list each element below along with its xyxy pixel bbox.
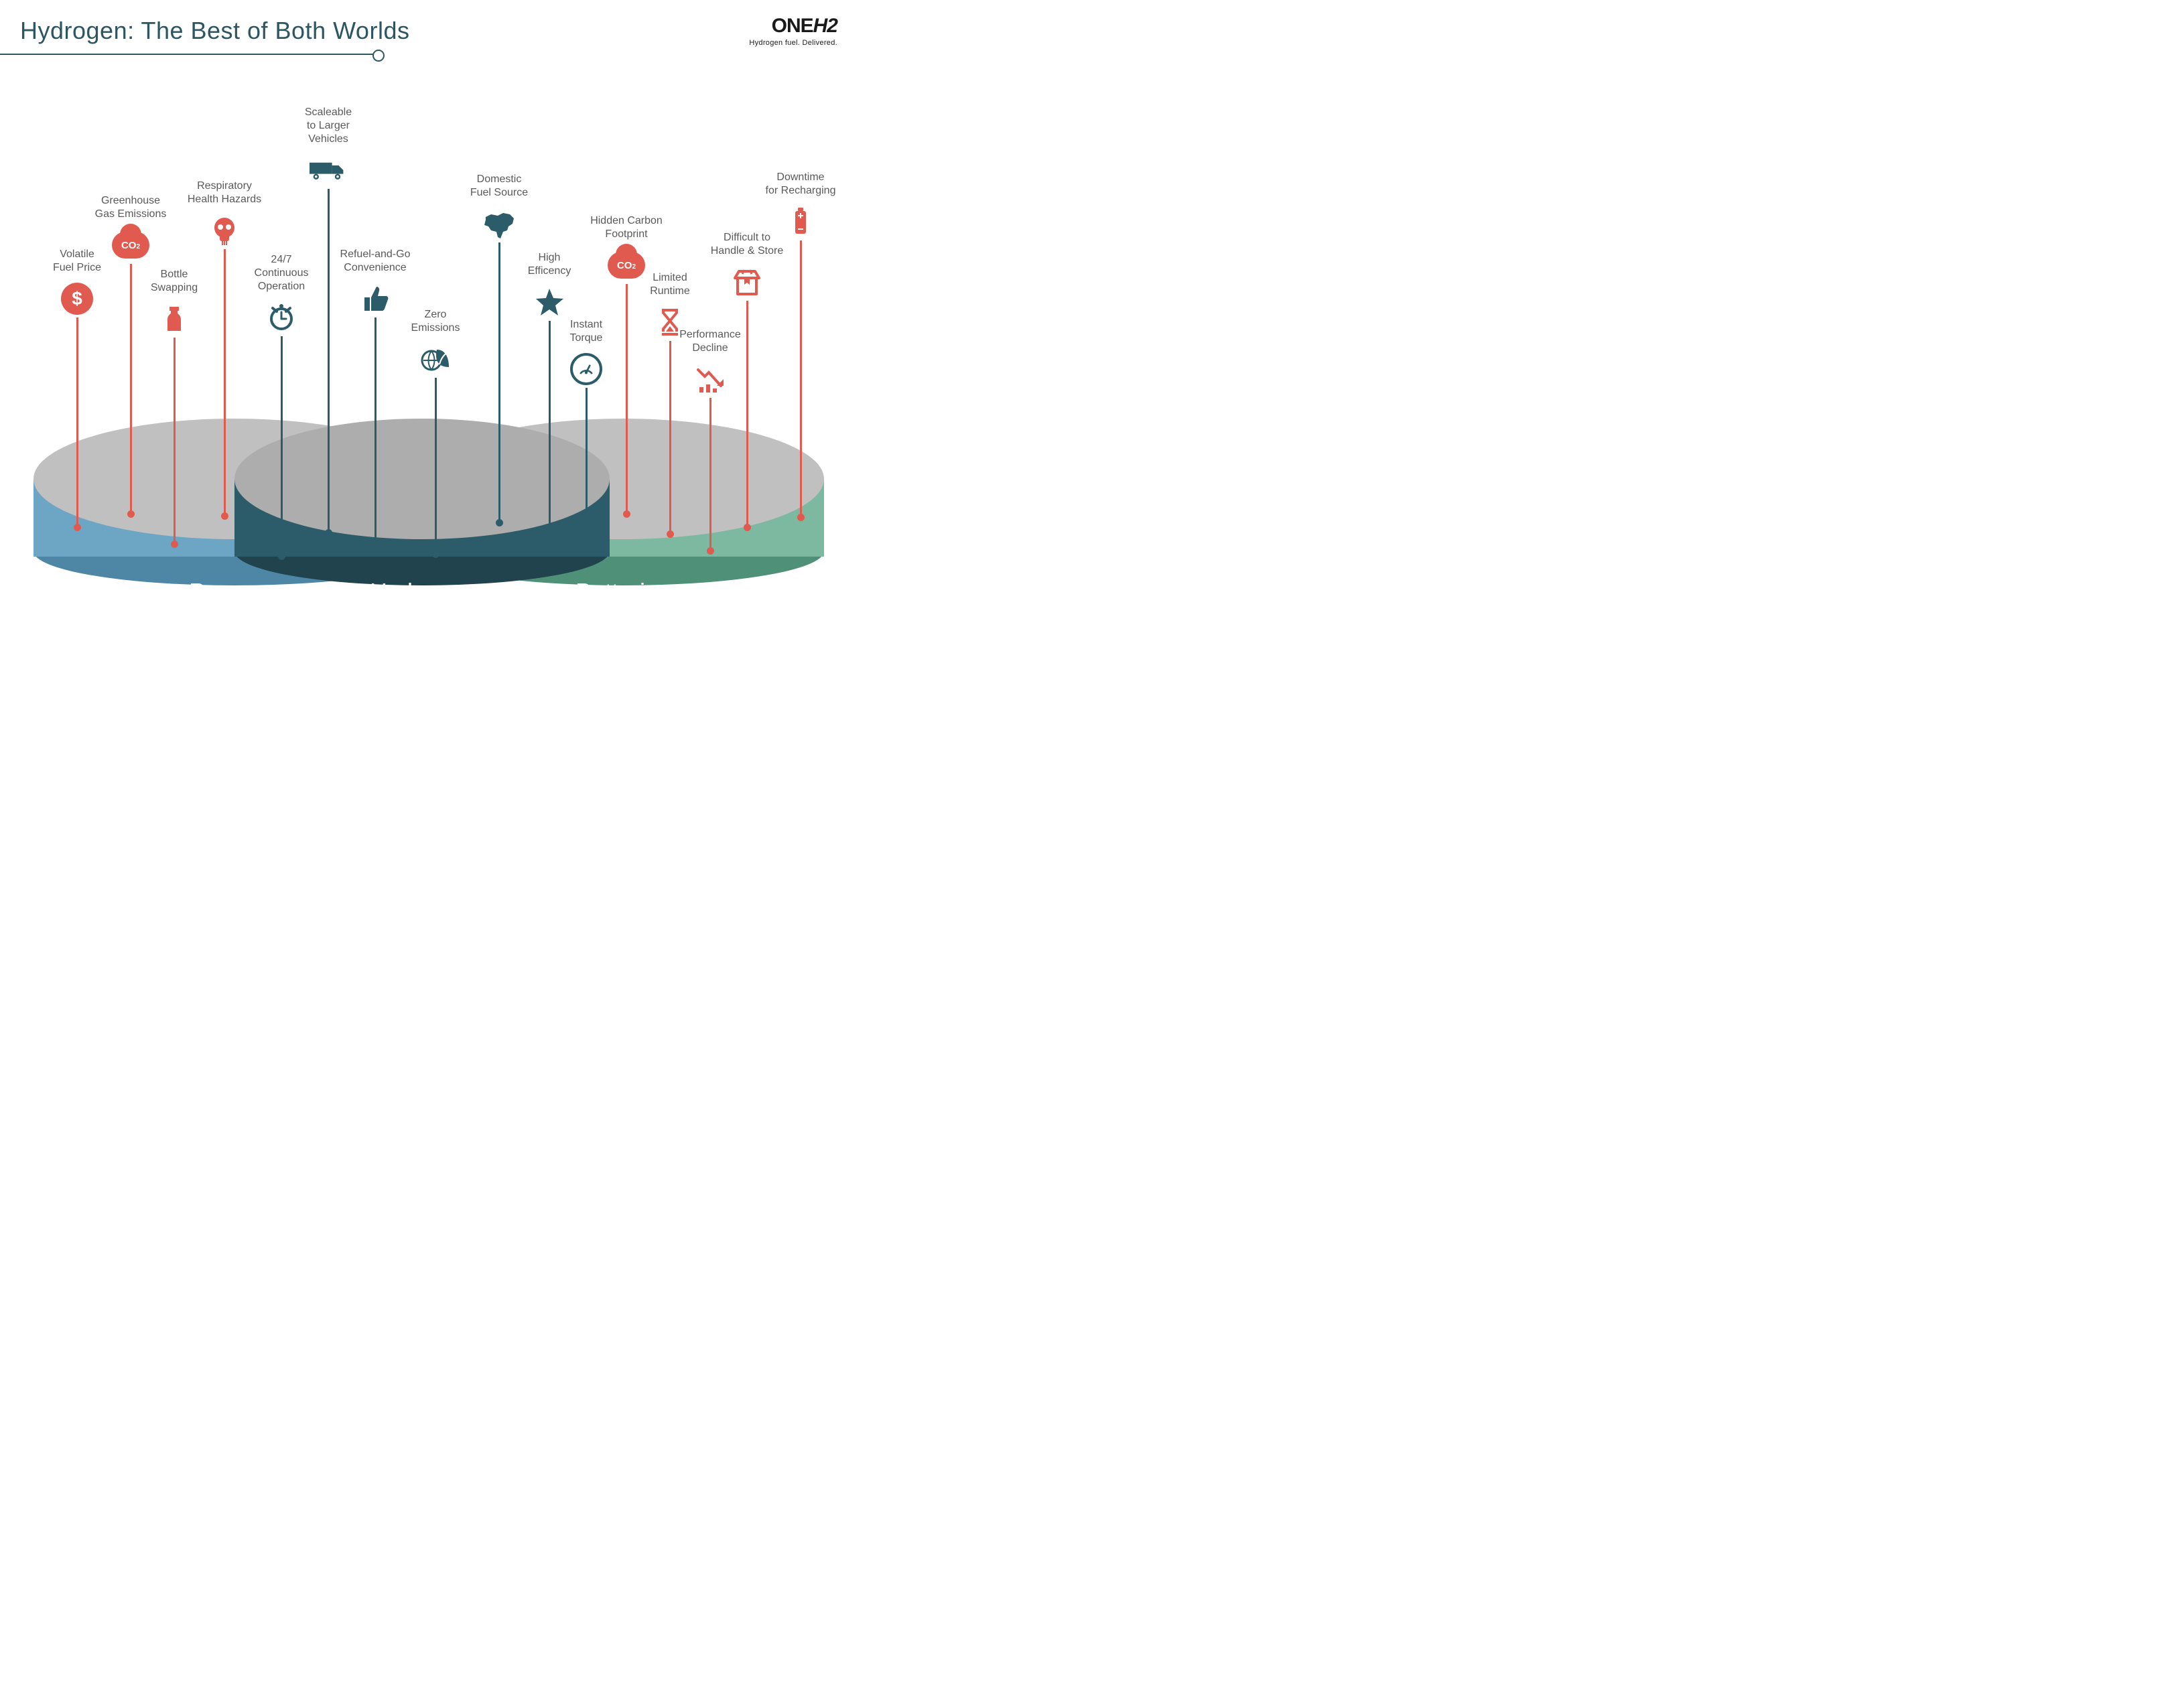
pin-foot: [221, 512, 228, 520]
pin-label: DomesticFuel Source: [459, 173, 539, 200]
truck-icon: [310, 151, 347, 189]
pin-label: Hidden CarbonFootprint: [586, 214, 667, 241]
battery-icon: [782, 203, 819, 240]
pin-foot: [496, 519, 503, 526]
pin-foot: [278, 553, 285, 560]
pin-stem: [174, 338, 176, 542]
pin-stem: [746, 301, 748, 525]
skull-icon: [206, 212, 243, 249]
pin-foot: [127, 510, 135, 518]
brand-logo: ONEH2 Hydrogen fuel. Delivered.: [749, 15, 837, 47]
pin-continuous: 24/7ContinuousOperation: [241, 253, 322, 560]
pin-foot: [744, 524, 751, 531]
pin-foot: [623, 510, 630, 518]
star-icon: [531, 283, 568, 321]
pin-stem: [281, 336, 283, 554]
pin-label: RespiratoryHealth Hazards: [184, 180, 265, 206]
clock-icon: [263, 299, 300, 336]
pin-downtime: Downtimefor Recharging: [760, 171, 841, 521]
pin-label: HighEfficency: [509, 251, 590, 278]
usa-icon: [480, 205, 518, 242]
pin-label: GreenhouseGas Emissions: [90, 194, 171, 221]
pin-stem: [498, 242, 500, 520]
pin-label: Downtimefor Recharging: [760, 171, 841, 198]
pin-foot: [171, 541, 178, 548]
pin-label: Refuel-and-GoConvenience: [335, 248, 415, 275]
pin-stem: [800, 240, 802, 515]
pin-stem: [328, 189, 330, 530]
co2-icon: CO2: [112, 226, 149, 264]
pin-stem: [130, 264, 132, 512]
pin-foot: [372, 547, 379, 555]
pin-label: 24/7ContinuousOperation: [241, 253, 322, 293]
pin-foot: [325, 529, 332, 537]
pin-foot: [583, 544, 590, 551]
pin-stem: [76, 317, 78, 525]
pin-foot: [432, 551, 439, 558]
pin-label: Scaleableto Larger Vehicles: [288, 106, 368, 146]
title-rule: [0, 54, 375, 55]
pin-stem: [224, 249, 226, 514]
thumb-icon: [356, 280, 394, 317]
pin-stem: [374, 317, 377, 549]
leaf-globe-icon: [417, 340, 454, 378]
pin-stem: [626, 284, 628, 512]
pin-stem: [435, 378, 437, 552]
pin-foot: [707, 547, 714, 555]
pin-label: LimitedRuntime: [630, 271, 710, 298]
pin-foot: [74, 524, 81, 531]
page-title: Hydrogen: The Best of Both Worlds: [20, 17, 409, 45]
pin-foot: [797, 514, 805, 521]
